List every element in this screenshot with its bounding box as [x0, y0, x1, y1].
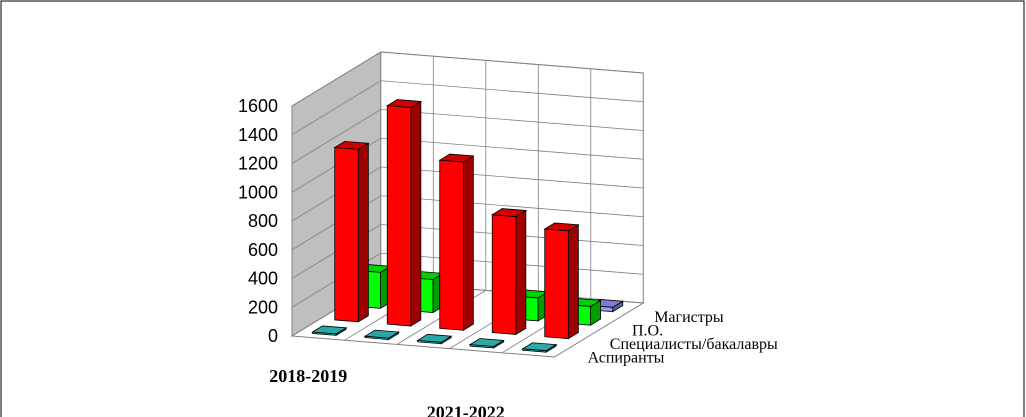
- bar: [385, 99, 423, 327]
- bar: [311, 325, 348, 337]
- y-tick-label: 1000: [238, 182, 278, 202]
- bar: [416, 333, 453, 345]
- bars: [311, 99, 625, 353]
- gridline: [291, 137, 644, 193]
- y-tick-label: 1400: [238, 125, 278, 145]
- x-category-label: 2021-2022: [427, 403, 505, 417]
- bar: [468, 338, 505, 349]
- y-tick-label: 1600: [238, 96, 278, 116]
- series-label: Аспиранты: [588, 349, 665, 366]
- series-label: Магистры: [654, 309, 724, 326]
- gridline: [291, 195, 644, 251]
- gridline: [291, 109, 644, 164]
- y-tick-label: 0: [268, 326, 278, 346]
- y-tick-label: 600: [248, 240, 278, 260]
- y-tick-label: 200: [248, 297, 278, 317]
- bar: [521, 342, 558, 353]
- y-tick-label: 400: [248, 269, 278, 289]
- bar: [333, 140, 370, 323]
- bar: [490, 208, 528, 336]
- x-category-label: 2018-2019: [269, 366, 347, 386]
- series-label: Специалисты/бакалавры: [610, 336, 778, 353]
- labels: 2018-2019 2021-2022 АспирантыСпециалисты/б…: [269, 309, 778, 417]
- bar: [543, 222, 580, 340]
- gridline: [291, 51, 644, 107]
- gridline: [291, 80, 644, 136]
- bar: [438, 153, 475, 331]
- y-tick-label: 1200: [238, 154, 278, 174]
- bar: [363, 329, 400, 341]
- gridline: [291, 166, 644, 222]
- y-tick-label: 800: [248, 211, 278, 231]
- y-axis: 0 200 400 600 800 1000 1200 1400 1600: [238, 96, 278, 346]
- series-label: П.О.: [632, 322, 663, 339]
